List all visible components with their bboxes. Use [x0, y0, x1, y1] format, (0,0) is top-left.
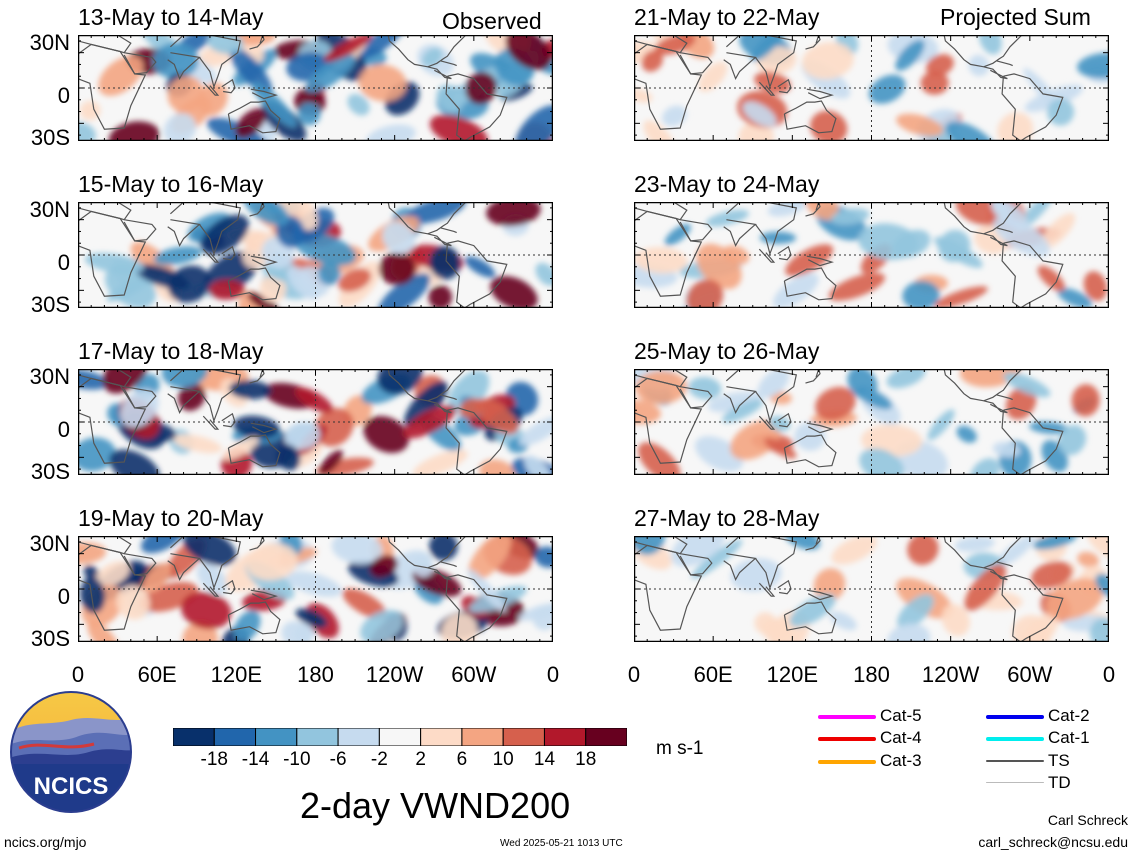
lat-label: 30S: [30, 626, 70, 651]
ncics-logo: NCICS: [10, 691, 132, 813]
lon-label: 120E: [766, 662, 819, 687]
legend-label: Cat-2: [1048, 706, 1090, 725]
map-panel-1: [78, 35, 553, 141]
timestamp: Wed 2025-05-21 1013 UTC: [500, 838, 623, 849]
lat-label: 30N: [29, 531, 70, 556]
lon-label: 0: [627, 662, 641, 687]
lat-label: 30N: [29, 30, 70, 55]
lat-label: 30S: [30, 459, 70, 484]
lon-label: 120E: [210, 662, 263, 687]
colorbar-tick-label: 18: [575, 749, 597, 770]
logo-text: NCICS: [34, 773, 109, 800]
lon-label: 180: [297, 662, 334, 687]
lon-label: 0: [71, 662, 85, 687]
colorbar-tick-label: 2: [415, 749, 426, 770]
map-panel-8: [634, 536, 1109, 642]
lat-label: 30N: [29, 197, 70, 222]
main-title: 2-day VWND200: [300, 785, 571, 826]
lat-label: 0: [57, 83, 70, 108]
legend-swatch: [818, 715, 876, 719]
colorbar-tick-label: -6: [329, 749, 347, 770]
panel-title-3: 17-May to 18-May: [78, 338, 264, 364]
map-panel-4: [78, 536, 553, 642]
lat-label: 30S: [30, 292, 70, 317]
panel-title-4: 19-May to 20-May: [78, 505, 264, 531]
lat-label: 0: [57, 250, 70, 275]
map-panel-3: [78, 369, 553, 475]
colorbar-segment: [420, 728, 463, 746]
lon-label: 120W: [921, 662, 980, 687]
colorbar-tick-label: 10: [492, 749, 514, 770]
colorbar-segment: [296, 728, 339, 746]
colorbar-segment: [173, 728, 215, 746]
colorbar-tick-label: -14: [241, 749, 270, 770]
legend-swatch: [986, 737, 1044, 741]
panel-title-7: 25-May to 26-May: [634, 338, 820, 364]
legend-swatch: [986, 760, 1044, 762]
lat-label: 30S: [30, 125, 70, 150]
colorbar-segment: [585, 728, 627, 746]
colorbar: [173, 728, 627, 746]
legend-swatch: [986, 715, 1044, 719]
lon-label: 180: [853, 662, 890, 687]
lat-label: 0: [57, 584, 70, 609]
legend-label: Cat-4: [880, 728, 922, 747]
lat-label: 30N: [29, 364, 70, 389]
legend-label: Cat-3: [880, 751, 922, 770]
colorbar-tick-label: -10: [283, 749, 311, 770]
lon-label: 0: [1102, 662, 1116, 687]
panel-title-8: 27-May to 28-May: [634, 505, 820, 531]
legend-swatch: [818, 737, 876, 741]
legend-swatch: [818, 760, 876, 764]
map-panel-6: [634, 202, 1109, 308]
units-label: m s-1: [656, 738, 704, 759]
colorbar-segment: [543, 728, 587, 746]
lon-label: 60W: [1007, 662, 1053, 687]
panel-title-6: 23-May to 24-May: [634, 171, 820, 197]
colorbar-segment: [213, 728, 257, 746]
colorbar-segment: [461, 728, 504, 746]
site-url: ncics.org/mjo: [4, 834, 87, 850]
colorbar-segment: [255, 728, 298, 746]
lon-label: 0: [546, 662, 560, 687]
lon-label: 60W: [451, 662, 497, 687]
lat-label: 0: [57, 417, 70, 442]
legend-label: Cat-1: [1048, 728, 1090, 747]
panel-title-5: 21-May to 22-May: [634, 4, 820, 30]
legend-swatch: [986, 782, 1044, 783]
colorbar-tick-label: 14: [533, 749, 556, 770]
map-panel-5: [634, 35, 1109, 141]
panel-title-1: 13-May to 14-May: [78, 4, 264, 30]
map-panel-7: [634, 369, 1109, 475]
legend-label: TD: [1048, 773, 1071, 792]
colorbar-segment: [378, 728, 422, 746]
lon-label: 60E: [137, 662, 177, 687]
colorbar-segment: [337, 728, 380, 746]
colorbar-tick-label: 6: [456, 749, 468, 770]
colorbar-tick-label: -18: [200, 749, 228, 770]
author-email: carl_schreck@ncsu.edu: [978, 834, 1128, 850]
colorbar-segment: [502, 728, 545, 746]
map-panel-2: [78, 202, 553, 308]
lon-label: 120W: [365, 662, 424, 687]
legend-label: TS: [1048, 751, 1070, 770]
observed-tag: Observed: [442, 8, 542, 34]
projected-tag: Projected Sum: [940, 4, 1091, 30]
colorbar-tick-label: -2: [370, 749, 388, 770]
lon-label: 60E: [693, 662, 733, 687]
author-name: Carl Schreck: [1047, 812, 1128, 828]
legend-label: Cat-5: [880, 706, 922, 725]
panel-title-2: 15-May to 16-May: [78, 171, 264, 197]
